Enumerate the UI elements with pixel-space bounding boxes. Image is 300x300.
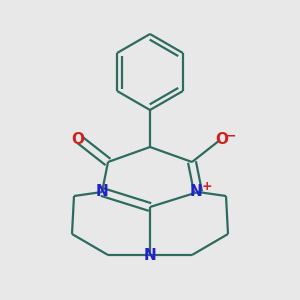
Text: O: O	[215, 131, 229, 146]
Text: +: +	[202, 181, 212, 194]
Text: −: −	[226, 130, 236, 142]
Text: N: N	[190, 184, 202, 200]
Text: N: N	[96, 184, 108, 200]
Text: N: N	[144, 248, 156, 262]
Text: O: O	[71, 131, 85, 146]
